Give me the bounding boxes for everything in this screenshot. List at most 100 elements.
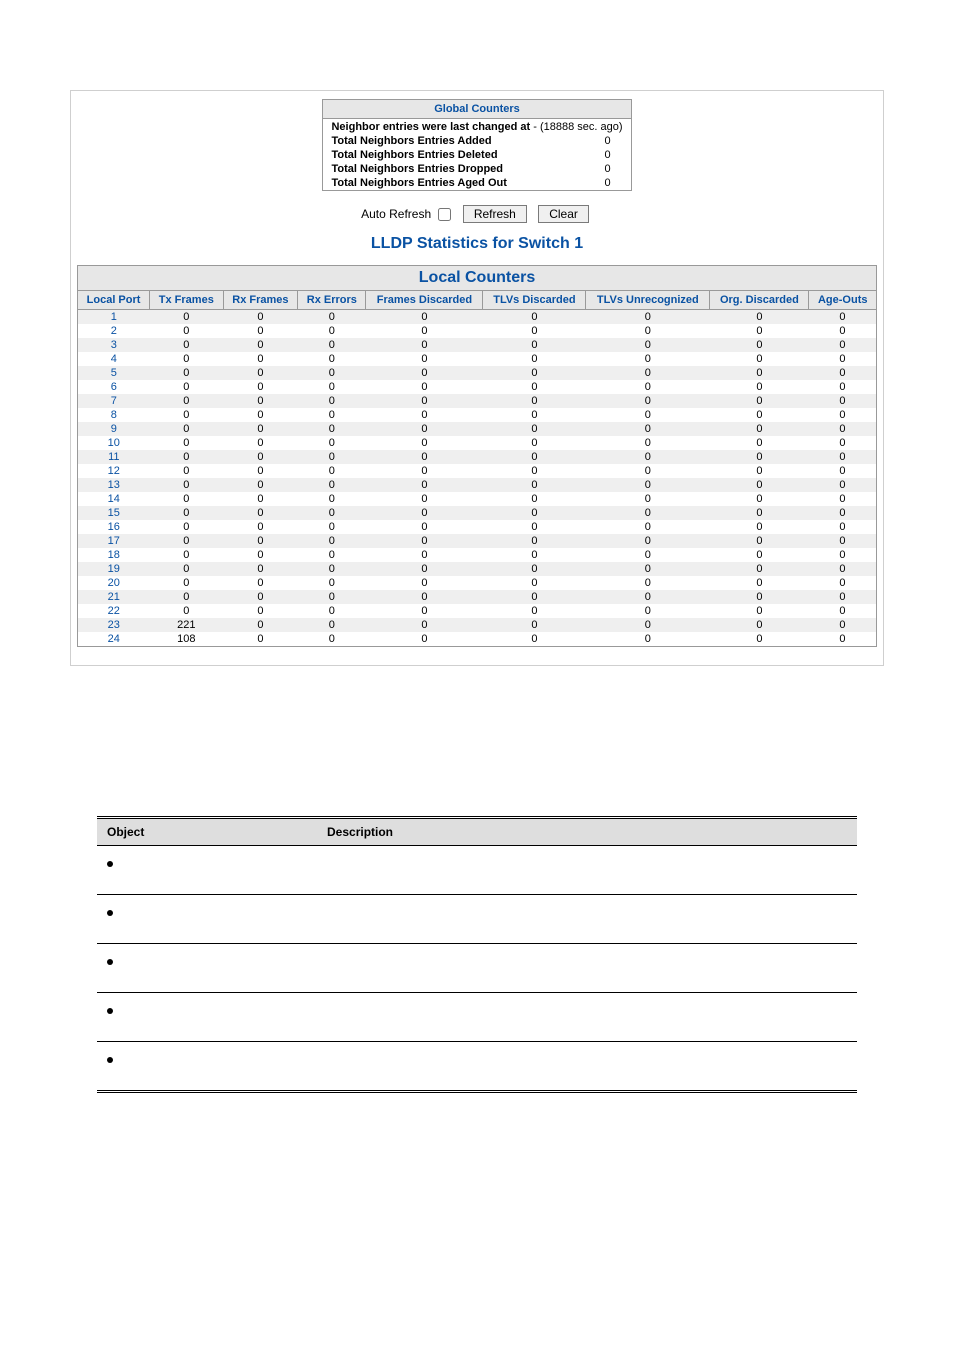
- value-cell: 0: [809, 422, 877, 436]
- value-cell: 0: [223, 338, 298, 352]
- value-cell: 0: [298, 352, 366, 366]
- def-description-cell: [317, 895, 857, 944]
- value-cell: 0: [150, 534, 223, 548]
- value-cell: 0: [223, 352, 298, 366]
- value-cell: 0: [223, 604, 298, 618]
- refresh-button[interactable]: Refresh: [463, 205, 527, 223]
- table-row: 1700000000: [78, 534, 877, 548]
- value-cell: 0: [150, 366, 223, 380]
- port-cell: 9: [78, 422, 150, 436]
- port-cell: 3: [78, 338, 150, 352]
- port-cell: 6: [78, 380, 150, 394]
- value-cell: 0: [366, 338, 483, 352]
- value-cell: 0: [366, 576, 483, 590]
- value-cell: 0: [223, 436, 298, 450]
- value-cell: 0: [809, 492, 877, 506]
- value-cell: 0: [150, 576, 223, 590]
- table-row: [97, 993, 857, 1042]
- value-cell: 0: [586, 520, 710, 534]
- gc-row-label: Total Neighbors Entries Aged Out: [323, 176, 585, 191]
- value-cell: 0: [366, 366, 483, 380]
- value-cell: 0: [710, 310, 809, 325]
- value-cell: 0: [366, 478, 483, 492]
- value-cell: 0: [298, 576, 366, 590]
- table-row: 2000000000: [78, 576, 877, 590]
- value-cell: 0: [366, 548, 483, 562]
- auto-refresh-checkbox[interactable]: [438, 208, 451, 221]
- table-row: [97, 1042, 857, 1092]
- value-cell: 0: [586, 450, 710, 464]
- value-cell: 0: [586, 408, 710, 422]
- value-cell: 0: [298, 478, 366, 492]
- value-cell: 0: [366, 590, 483, 604]
- value-cell: 0: [298, 450, 366, 464]
- value-cell: 0: [586, 366, 710, 380]
- value-cell: 0: [710, 366, 809, 380]
- value-cell: 0: [586, 492, 710, 506]
- value-cell: 0: [710, 618, 809, 632]
- value-cell: 0: [150, 352, 223, 366]
- value-cell: 0: [298, 422, 366, 436]
- value-cell: 0: [298, 310, 366, 325]
- value-cell: 0: [586, 632, 710, 647]
- value-cell: 0: [298, 464, 366, 478]
- value-cell: 0: [483, 366, 586, 380]
- port-cell: 12: [78, 464, 150, 478]
- value-cell: 0: [150, 338, 223, 352]
- value-cell: 0: [809, 590, 877, 604]
- value-cell: 0: [710, 380, 809, 394]
- value-cell: 0: [710, 352, 809, 366]
- def-description-cell: [317, 846, 857, 895]
- table-header-cell: Org. Discarded: [710, 291, 809, 310]
- value-cell: 0: [366, 520, 483, 534]
- clear-button[interactable]: Clear: [538, 205, 589, 223]
- value-cell: 0: [223, 408, 298, 422]
- value-cell: 0: [150, 506, 223, 520]
- value-cell: 0: [150, 324, 223, 338]
- value-cell: 0: [809, 436, 877, 450]
- table-header-cell: Tx Frames: [150, 291, 223, 310]
- value-cell: 0: [298, 366, 366, 380]
- value-cell: 0: [366, 632, 483, 647]
- value-cell: 0: [366, 604, 483, 618]
- def-object-cell: [97, 993, 317, 1042]
- gc-row-value: 0: [585, 134, 632, 148]
- value-cell: 0: [298, 534, 366, 548]
- table-row: 1500000000: [78, 506, 877, 520]
- value-cell: 0: [483, 618, 586, 632]
- value-cell: 0: [710, 464, 809, 478]
- value-cell: 0: [483, 422, 586, 436]
- value-cell: 0: [150, 590, 223, 604]
- def-description-cell: [317, 1042, 857, 1092]
- bullet-icon: [107, 1008, 113, 1014]
- global-counters-title: Global Counters: [323, 100, 631, 119]
- port-cell: 17: [78, 534, 150, 548]
- value-cell: 0: [710, 604, 809, 618]
- value-cell: 0: [809, 618, 877, 632]
- table-header-row: Object Description: [97, 818, 857, 846]
- value-cell: 0: [223, 492, 298, 506]
- table-row: 241080000000: [78, 632, 877, 647]
- table-row: 300000000: [78, 338, 877, 352]
- table-header-cell: TLVs Discarded: [483, 291, 586, 310]
- value-cell: 0: [366, 422, 483, 436]
- value-cell: 0: [483, 324, 586, 338]
- value-cell: 0: [809, 394, 877, 408]
- def-object-cell: [97, 1042, 317, 1092]
- value-cell: 0: [710, 632, 809, 647]
- gc-row-label: Total Neighbors Entries Dropped: [323, 162, 585, 176]
- value-cell: 0: [366, 394, 483, 408]
- value-cell: 0: [710, 520, 809, 534]
- value-cell: 0: [223, 422, 298, 436]
- value-cell: 0: [150, 394, 223, 408]
- value-cell: 0: [223, 632, 298, 647]
- value-cell: 0: [223, 590, 298, 604]
- value-cell: 0: [483, 408, 586, 422]
- table-row: 1800000000: [78, 548, 877, 562]
- def-object-cell: [97, 846, 317, 895]
- value-cell: 0: [809, 562, 877, 576]
- value-cell: 0: [710, 324, 809, 338]
- value-cell: 0: [298, 562, 366, 576]
- gc-row-value: 0: [585, 162, 632, 176]
- value-cell: 0: [710, 576, 809, 590]
